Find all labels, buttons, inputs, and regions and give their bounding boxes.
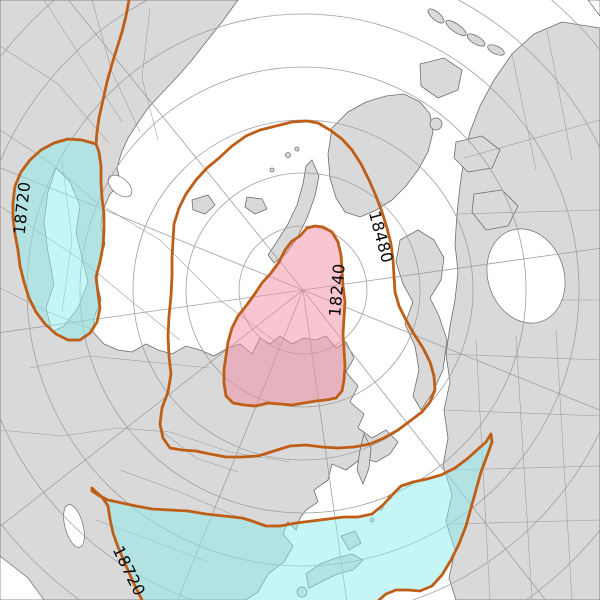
sea-hudson-bay xyxy=(486,228,566,324)
contour-18720-scandinavia xyxy=(11,137,106,342)
arctic-pink-region xyxy=(224,226,345,406)
east-asia-pacific-cyan-region xyxy=(92,434,492,600)
island-franz-josef-2 xyxy=(294,146,300,152)
contour-18480 xyxy=(158,119,437,459)
island-speck xyxy=(269,167,275,173)
sea-gulf xyxy=(0,555,45,600)
contour-18240 xyxy=(222,224,347,408)
island-aleutian-1 xyxy=(427,8,445,24)
island-iceland xyxy=(191,194,216,215)
shading-layer xyxy=(13,139,492,600)
island-arctic-archipelago-2 xyxy=(453,135,501,173)
island-aleutian-2 xyxy=(445,19,467,37)
island-arctic-archipelago-1 xyxy=(419,57,463,99)
island-franz-josef-1 xyxy=(285,152,291,158)
island-aleutian-4 xyxy=(487,44,505,56)
island-small-1 xyxy=(429,117,443,131)
sea-white-sea xyxy=(107,174,133,198)
sea-corner-notch xyxy=(587,0,600,17)
island-svalbard xyxy=(244,196,268,215)
scandinavia-cyan-region xyxy=(13,139,104,340)
contour-18720-scandinavia-tail xyxy=(94,0,131,146)
island-greenland xyxy=(327,93,434,218)
contour-layer xyxy=(11,0,494,600)
island-novaya-zemlya xyxy=(267,159,320,264)
island-aleutian-3 xyxy=(466,33,486,47)
contour-18720-east-asia xyxy=(90,432,494,600)
